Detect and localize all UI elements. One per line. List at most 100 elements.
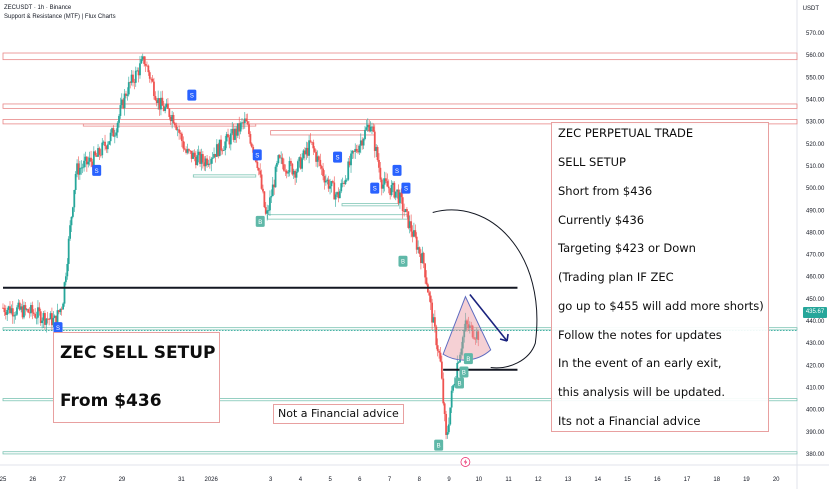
candle-body	[452, 385, 454, 391]
candle-body	[118, 115, 120, 123]
candle-body	[334, 194, 337, 200]
candle-body	[18, 302, 21, 310]
candle-body	[98, 148, 101, 155]
candle-body	[77, 163, 80, 175]
candle-body	[155, 100, 158, 103]
candle-body	[161, 97, 164, 106]
candle-body	[165, 103, 168, 108]
sell-signal-badge: S	[53, 322, 63, 334]
price-tick-label: 440.00	[806, 319, 825, 325]
candle-body	[453, 383, 456, 386]
plan-line: SELL SETUP	[558, 155, 626, 169]
candle-body	[411, 231, 414, 237]
price-tick-label: 460.00	[806, 275, 825, 281]
candle-body	[44, 313, 46, 325]
resistance-zone	[82, 123, 257, 127]
price-tick-label: 570.00	[806, 31, 825, 37]
candle-body	[274, 166, 277, 188]
candle-body	[144, 63, 147, 66]
candle-body	[440, 361, 443, 379]
support-zone	[2, 327, 798, 331]
candle-body	[48, 318, 51, 320]
candle-body	[297, 161, 299, 172]
candle-body	[111, 128, 113, 133]
candle-body	[361, 140, 364, 146]
candle-body	[343, 182, 345, 184]
price-tick-label: 530.00	[806, 120, 825, 126]
candle-body	[330, 181, 333, 187]
time-tick-label: 13	[565, 477, 572, 483]
candle-body	[122, 99, 125, 109]
signal-marker	[392, 164, 402, 176]
sell-signal-badge: S	[333, 151, 343, 163]
candle-body	[119, 105, 122, 116]
candle-body	[475, 331, 478, 339]
candle-body	[383, 178, 386, 185]
candle-body	[20, 306, 23, 310]
candle-body	[246, 121, 249, 125]
candle-body	[190, 150, 193, 159]
candle-body	[399, 192, 401, 204]
price-tick-label: 560.00	[806, 53, 825, 59]
candle-body	[51, 313, 53, 326]
candle-body	[153, 81, 155, 97]
candle-body	[313, 148, 316, 152]
candle-body	[386, 181, 389, 187]
candle-body	[69, 225, 71, 239]
time-tick-label: 9	[447, 477, 451, 483]
signal-marker	[370, 182, 380, 194]
signal-label: B	[258, 220, 262, 226]
signal-label: S	[56, 326, 60, 332]
signal-label: B	[466, 357, 470, 363]
candle-body	[172, 114, 175, 124]
candle-body	[308, 140, 310, 156]
candle-body	[418, 247, 421, 254]
candle-body	[67, 238, 70, 264]
candle-body	[90, 157, 92, 162]
candle-body	[243, 118, 246, 124]
signal-marker	[92, 164, 102, 176]
candle-body	[345, 179, 348, 181]
indicator-name[interactable]: Support & Resistance (MTF) | Flux Charts	[4, 14, 116, 20]
last-price-tag: 435.67	[803, 307, 827, 318]
candle-body	[354, 148, 357, 152]
candle-body	[63, 282, 66, 304]
candle-body	[424, 263, 426, 278]
plan-line: this analysis will be updated.	[558, 385, 726, 399]
projection-arrow-shaft	[469, 293, 508, 342]
disclaimer-note: Not a Financial advice	[273, 404, 404, 424]
candle-body	[227, 134, 229, 138]
candle-body	[73, 189, 76, 208]
candle-body	[59, 308, 62, 313]
candle-body	[340, 183, 343, 192]
candle-body	[252, 146, 255, 153]
candle-body	[104, 141, 106, 147]
candle-body	[231, 128, 234, 134]
candle-body	[41, 320, 44, 324]
sell-signal-badge: S	[370, 182, 380, 194]
signal-label: B	[437, 443, 441, 449]
plan-line: Its not a Financial advice	[558, 414, 701, 428]
candle-body	[148, 72, 151, 79]
candle-body	[13, 315, 16, 317]
candle-body	[392, 182, 394, 186]
candle-body	[10, 308, 13, 314]
candle-body	[357, 151, 359, 153]
candle-body	[400, 192, 403, 198]
candle-body	[436, 345, 439, 351]
candle-body	[147, 65, 150, 73]
candle-body	[16, 307, 18, 315]
candle-body	[431, 302, 433, 323]
candle-body	[299, 157, 302, 169]
candle-body	[291, 163, 294, 175]
candle-body	[242, 122, 245, 124]
signal-label: B	[457, 381, 461, 387]
candle-body	[372, 126, 375, 132]
candle-body	[338, 191, 341, 199]
candles	[2, 53, 480, 440]
candle-body	[64, 276, 67, 283]
candle-body	[84, 156, 87, 161]
candle-body	[134, 70, 137, 83]
candle-body	[329, 186, 331, 189]
